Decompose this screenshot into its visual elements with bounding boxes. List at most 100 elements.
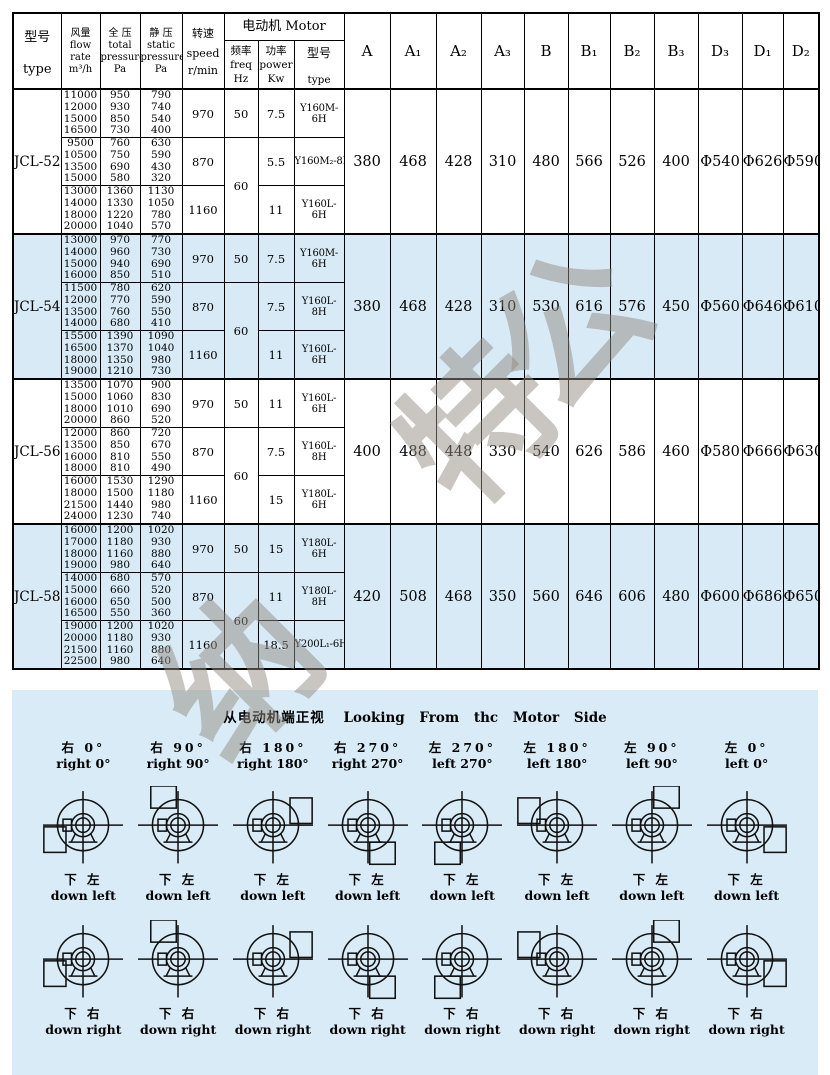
cell-dimension: 576 [609, 233, 655, 380]
down-right-label: 下 右 down right [131, 1006, 226, 1048]
cell-power: 15 [257, 523, 295, 573]
down-left-label: 下 左 down left [226, 872, 321, 914]
cell-total: 950 930 850 730 [99, 88, 141, 138]
cell-dimension: 310 [480, 233, 525, 380]
cell-static: 620 590 550 410 [139, 282, 183, 331]
cell-dimension: 480 [653, 523, 699, 670]
cell-freq: 60 [223, 572, 259, 670]
header-flow-line: flow [69, 39, 92, 51]
cell-motor-type: Y160L-6H [293, 330, 345, 380]
cell-speed: 970 [181, 88, 225, 138]
cell-power: 15 [257, 475, 295, 525]
cell-motor-type: Y200L₁-6H [293, 620, 345, 670]
header-dim-line: A₃ [494, 42, 511, 60]
table-row: 16000 18000 21500 24000 1530 1500 1440 12… [13, 475, 819, 525]
down-left-label: 下 左 down left [131, 872, 226, 914]
cell-dimension: 428 [435, 233, 482, 380]
orientation-angle-label: 左 180° left 180° [510, 740, 605, 780]
down-right-label-en: down right [45, 1022, 122, 1038]
header-dim: A₂ [435, 12, 482, 90]
down-left-label-zh: 下 左 [443, 872, 482, 887]
down-right-label: 下 右 down right [320, 1006, 415, 1048]
down-left-label-zh: 下 左 [348, 872, 387, 887]
down-right-label-en: down right [140, 1022, 217, 1038]
down-right-label-en: down right [234, 1022, 311, 1038]
down-right-label-en: down right [424, 1022, 501, 1038]
cell-speed: 870 [181, 572, 225, 621]
table-row: 12000 13500 16000 18000 860 850 810 810 72… [13, 427, 819, 525]
header-speed-line: r/min [188, 63, 218, 77]
cell-flow: 19000 20000 21500 22500 [60, 620, 101, 670]
cell-dimension: 540 [523, 378, 569, 525]
orientation-angle-label: 左 270° left 270° [415, 740, 510, 780]
cell-power: 7.5 [257, 427, 295, 476]
fan-cell [415, 914, 510, 1006]
cell-dimension: 400 [653, 88, 699, 235]
cell-freq: 60 [223, 427, 259, 525]
header-freq-line: 频率 [230, 44, 252, 57]
down-left-label-zh: 下 左 [253, 872, 293, 887]
fan-cell [131, 780, 226, 872]
orientation-angle-label-zh: 左 180° [523, 740, 591, 755]
cell-freq: 50 [223, 233, 259, 283]
cell-total: 1200 1180 1160 980 [99, 523, 141, 573]
down-right-label-en: down right [708, 1022, 785, 1038]
cell-speed: 1160 [181, 620, 225, 670]
cell-dimension: 480 [523, 88, 569, 235]
header-dim-line: D₃ [711, 42, 730, 60]
cell-dimension: 420 [343, 523, 391, 670]
down-left-label: 下 左 down left [36, 872, 131, 914]
fan-orientation-icon [327, 791, 408, 866]
cell-motor-type: Y160L-6H [293, 378, 345, 428]
cell-dimension: Φ646 [741, 233, 784, 380]
down-left-label-en: down left [714, 888, 780, 904]
cell-total: 680 660 650 550 [99, 572, 141, 621]
header-dim-line: B₁ [580, 42, 598, 60]
fan-cell [36, 914, 131, 1006]
model-name-cell: JCL-54 [12, 233, 62, 380]
header-dim-line: A₂ [450, 42, 467, 60]
fan-cell [320, 780, 415, 872]
header-total-pressure-line: Pa [113, 64, 127, 76]
cell-static: 1290 1180 980 740 [139, 475, 183, 525]
cell-dimension: 380 [343, 88, 391, 235]
header-dim-line: A₁ [404, 42, 422, 60]
header-power-line: 功率 [265, 44, 287, 57]
cell-motor-type: Y160M-6H [293, 88, 345, 138]
cell-static: 770 730 690 510 [139, 233, 183, 283]
cell-power: 11 [257, 378, 295, 428]
cell-flow: 9500 10500 13500 15000 [60, 137, 101, 186]
fan-orientation-icon [706, 791, 787, 864]
header-dim: D₁ [741, 12, 784, 90]
model-name-cell: JCL-52 [12, 88, 62, 235]
orientation-angle-label: 右 90° right 90° [131, 740, 226, 780]
header-flow-line: rate [70, 52, 91, 63]
header-dim: A [343, 12, 391, 90]
fan-cell [131, 914, 226, 1006]
fan-orientation-icon [43, 791, 124, 864]
fan-cell [605, 780, 700, 872]
down-right-label-zh: 下 右 [537, 1006, 577, 1021]
cell-dimension: Φ610 [782, 233, 820, 380]
down-left-label: 下 左 down left [510, 872, 605, 914]
header-static-pressure: 静 压 static pressure Pa [139, 12, 183, 90]
cell-flow: 13000 14000 18000 20000 [60, 185, 101, 235]
cell-motor-type: Y160L-8H [293, 427, 345, 476]
fan-orientation-icon [611, 920, 692, 998]
table-row: JCL-58 16000 17000 18000 19000 1200 1180 1… [12, 523, 820, 670]
cell-speed: 870 [181, 427, 225, 476]
fan-cell [226, 914, 321, 1006]
header-dim-line: A [361, 42, 373, 60]
header-power: 功率 power Kw [257, 39, 295, 90]
cell-total: 1390 1370 1350 1210 [99, 330, 141, 380]
header-motor: 电动机 Motor [223, 12, 345, 41]
cell-power: 7.5 [257, 88, 295, 138]
cell-motor-type: Y160L-6H [293, 185, 345, 235]
down-right-label: 下 右 down right [36, 1006, 131, 1048]
cell-dimension: 488 [389, 378, 437, 525]
cell-dimension: 350 [480, 523, 525, 670]
orientation-angle-label-en: right 180° [237, 756, 309, 772]
cell-dimension: Φ650 [782, 523, 820, 670]
cell-motor-type: Y180L-6H [293, 523, 345, 573]
